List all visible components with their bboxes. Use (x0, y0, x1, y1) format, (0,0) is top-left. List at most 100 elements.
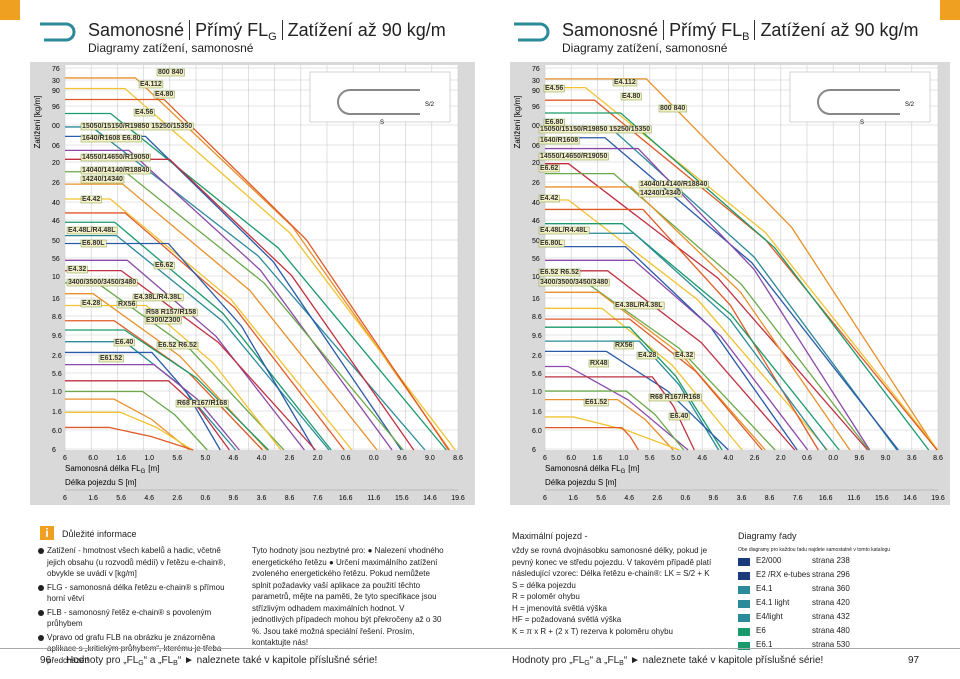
curve (65, 183, 378, 451)
schema-label: S/2 (425, 102, 435, 108)
curve-label: E4.48L/R4.48L (68, 227, 116, 234)
x-tick-label: 14.6 (423, 495, 437, 502)
x-tick-label: 0.6 (341, 455, 351, 462)
info-title: Maximální pojezd - (512, 531, 588, 541)
x-tick-label: 1.6 (568, 495, 578, 502)
separator (281, 20, 283, 40)
x-axis-label: Samonosná délka FLG [m] (65, 464, 159, 475)
y-tick-label: 90 (532, 88, 540, 95)
curve-label: 15050/15150/R19850 15250/15350 (82, 123, 192, 130)
row-page: strana 480 (812, 626, 850, 635)
curve (545, 376, 695, 451)
x-tick-label: 6 (543, 455, 547, 462)
curve (545, 416, 680, 451)
row-name: E2/000 (756, 556, 782, 565)
x-tick-label: 11.6 (847, 495, 860, 502)
row-swatch (738, 586, 750, 594)
curve (65, 242, 316, 451)
curve-label: 14040/14140/R18840 (82, 167, 149, 174)
curve-label: E4.38L/R4.38L (615, 302, 663, 309)
curve (65, 426, 194, 451)
y-tick-label: 20 (52, 160, 60, 167)
table-title: Diagramy řady (738, 531, 797, 541)
curve (65, 351, 221, 451)
x-tick-label: 0.6 (680, 495, 690, 502)
label-box (80, 153, 151, 162)
title-sub: B (742, 31, 750, 43)
label-box (648, 393, 702, 402)
x-tick-label: 7.6 (313, 495, 323, 502)
curve (545, 390, 685, 451)
y-tick-label: 50 (52, 238, 60, 245)
title: Samonosné Přímý FLG Zatížení až 90 kg/m (88, 20, 446, 43)
y-tick-label: 8.6 (52, 314, 62, 321)
title-part: Přímý FL (195, 20, 269, 40)
label-box (153, 90, 175, 99)
bullet: FLB - samonosný řetěz e-chain® s povolen… (38, 607, 238, 630)
y-tick-label: 6 (532, 447, 536, 454)
footer-rule (0, 648, 960, 649)
y-tick-label: 46 (52, 218, 60, 225)
schema-chain (337, 89, 420, 115)
curve (545, 172, 870, 451)
info-icon: i (40, 526, 54, 540)
footer-part: G (584, 660, 590, 667)
label-box (588, 359, 609, 368)
row-name: E6 (756, 626, 766, 635)
x-tick-label: 6 (543, 495, 547, 502)
curve (65, 411, 193, 451)
bullets: Zatížení - hmotnost všech kabelů a hadic… (38, 545, 238, 668)
label-box (538, 226, 590, 235)
y-tick-label: 56 (52, 256, 60, 263)
y-tick-label: 26 (52, 180, 60, 187)
x-label-part: G (141, 469, 146, 475)
x-tick-label: 9.6 (855, 455, 865, 462)
footer-part: “ a „FL (589, 655, 620, 666)
x-tick-label: 2.6 (285, 455, 295, 462)
x-tick-label: 8.6 (285, 495, 295, 502)
table: E2/000 strana 238 E2 /RX e-tubes strana 296… (738, 556, 898, 654)
row-page: strana 420 (812, 598, 850, 607)
info-line: H = jmenovitá světlá výška (512, 603, 607, 613)
label-box (66, 265, 88, 274)
y-tick-label: 5.6 (532, 371, 542, 378)
title-sub: G (268, 31, 277, 43)
y-tick-label: 40 (532, 200, 540, 207)
row-name: E4.1 (756, 584, 773, 593)
curve-label: 14040/14140/R18840 (640, 181, 707, 188)
table-row: E6 strana 480 (738, 626, 898, 640)
x-tick-label: 2.0 (313, 455, 323, 462)
curve (545, 291, 766, 451)
label-box (538, 194, 560, 203)
label-box (80, 239, 107, 248)
y-tick-label: 46 (532, 218, 540, 225)
table-row: E2 /RX e-tubes strana 296 (738, 570, 898, 584)
x-tick-label: 16.6 (819, 495, 833, 502)
x-label-part: Samonosná délka FL (545, 464, 621, 473)
label-box (80, 299, 102, 308)
footer-text: Hodnoty pro „FLG“ a „FLB“ ► naleznete ta… (66, 655, 377, 667)
curve (65, 112, 447, 451)
x-tick-label: 19.6 (451, 495, 465, 502)
bullet-dot (38, 584, 44, 591)
label-box (66, 226, 118, 235)
x-tick-label: 5.6 (596, 495, 606, 502)
title-part: Zatížení až 90 kg/m (760, 20, 919, 40)
curve-label: E300/Z300 (146, 317, 180, 324)
curve (545, 186, 851, 451)
label-box (543, 84, 565, 93)
curve-label: E6.80L (540, 240, 563, 247)
x-tick-label: 5.0 (200, 455, 210, 462)
curve (545, 340, 720, 451)
y-tick-label: 9.6 (532, 333, 542, 340)
info-middle: Tyto hodnoty jsou nezbytné pro: ● Naleze… (252, 546, 444, 647)
curve (545, 232, 828, 451)
x-tick-label: 0.6 (200, 495, 210, 502)
label-box (612, 78, 638, 87)
separator (189, 20, 191, 40)
chain-icon (40, 22, 76, 42)
bullet: Zatížení - hmotnost všech kabelů a hadic… (38, 545, 238, 580)
label-box (156, 341, 199, 350)
curve (65, 329, 269, 451)
page-number: 96 (40, 655, 52, 666)
